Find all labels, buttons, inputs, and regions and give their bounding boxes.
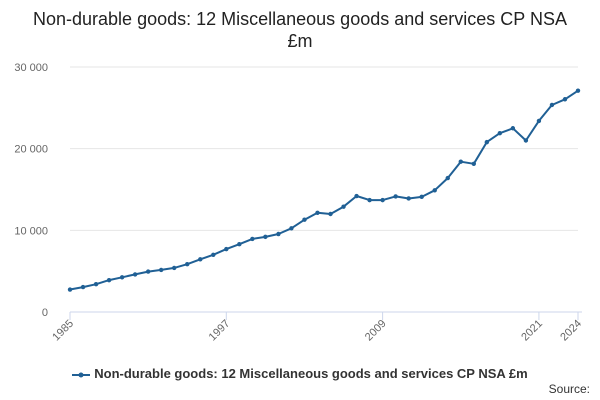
data-point [419,194,424,200]
x-axis [69,311,582,320]
data-point [302,217,307,222]
legend-line-marker-icon [72,372,91,378]
legend-label: Non-durable goods: 12 Miscellaneous good… [94,366,528,381]
x-tick-label: 2024 [558,318,584,344]
x-tick-label: 2009 [363,318,389,344]
chart-title: Non-durable goods: 12 Miscellaneous good… [33,9,567,51]
data-point [328,211,333,217]
data-point [536,118,542,124]
data-point [367,197,372,203]
data-point [145,269,151,274]
data-point [315,210,320,215]
data-point [237,242,242,247]
data-point [172,265,177,271]
data-point [211,252,216,258]
data-point [471,161,476,166]
series-line [69,89,579,291]
data-point [510,126,516,131]
data-point [250,236,255,242]
series-group [67,88,581,292]
data-point [484,139,490,145]
x-tick-label: 1985 [50,318,76,344]
data-point [132,272,138,277]
data-point [276,231,281,237]
data-point [575,88,581,93]
data-point [341,204,346,209]
x-tick-label: 1997 [207,318,233,344]
data-point [119,275,125,280]
data-point [497,130,503,136]
data-point [198,257,203,262]
data-point [106,277,112,283]
data-point [523,138,529,143]
data-point [354,193,359,199]
data-point [185,262,190,267]
data-point [380,197,385,203]
data-point [67,287,73,292]
y-tick-label: 30 000 [14,62,48,74]
data-point [158,267,164,273]
data-point [445,175,450,181]
x-axis-tick-labels: 1985 1997 2009 2021 2024 [50,318,584,344]
y-tick-label: 10 000 [14,225,48,237]
data-point [458,159,463,164]
legend[interactable]: Non-durable goods: 12 Miscellaneous good… [0,366,600,381]
x-tick-label: 2021 [519,318,545,344]
data-point [393,194,398,199]
data-point [80,284,86,290]
data-point [562,97,568,102]
source-label: Source: [548,382,590,396]
y-tick-label: 20 000 [14,144,48,156]
y-axis-tick-labels: 0 10 000 20 000 30 000 [14,62,48,319]
data-point [432,188,437,193]
data-point [224,246,229,252]
data-point [406,196,411,201]
data-point [289,226,294,231]
data-point [549,102,555,108]
data-point [93,282,99,287]
y-tick-label: 0 [42,307,48,319]
data-point [263,234,268,240]
gridlines [70,66,578,231]
